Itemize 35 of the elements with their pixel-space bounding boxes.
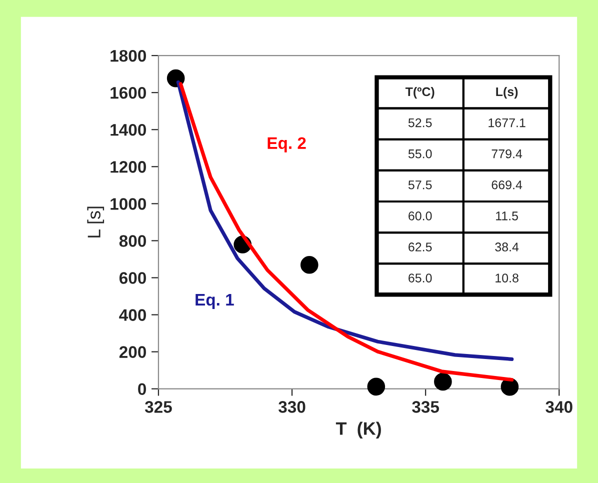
annotation: 10.8: [496, 274, 518, 282]
y-axis-title: L [s]: [87, 206, 104, 238]
x-tick-label: 335: [412, 401, 440, 413]
y-tick-label: 0: [138, 383, 146, 396]
y-tick-label: 1000: [110, 198, 146, 210]
x-tick-label: 330: [278, 401, 306, 413]
x-tick-label: 340: [546, 401, 572, 413]
text: Eq. 2: [268, 137, 306, 152]
annotation: 11.5: [496, 212, 518, 220]
y-tick-label: 400: [119, 309, 146, 321]
annotation: 55.0: [408, 149, 432, 158]
annotation: 60.0: [408, 212, 432, 220]
x-tick-label: 325: [144, 401, 172, 413]
y-tick-label: 1600: [110, 86, 146, 99]
annotation: 1677.1: [488, 118, 526, 128]
point: [367, 378, 386, 396]
y-tick-label: 1400: [110, 124, 146, 136]
y-tick-label: 1200: [110, 161, 146, 173]
annotation: 57.5: [408, 180, 432, 190]
annotation: 65.0: [408, 274, 432, 282]
x-axis-title: T (K): [336, 422, 381, 439]
annotation: 52.5: [408, 118, 432, 128]
y-tick-label: 1800: [110, 50, 146, 62]
point: [300, 256, 318, 274]
annotation: 62.5: [408, 242, 432, 252]
annotation: T(ºC): [405, 86, 434, 99]
y-tick-label: 600: [119, 272, 146, 284]
annotation: L(s): [496, 86, 518, 99]
point: [434, 372, 452, 391]
series-label: Eq. 1: [196, 294, 234, 309]
annotation: 779.4: [492, 149, 522, 158]
annotation: 38.4: [495, 242, 519, 252]
y-tick-label: 800: [119, 235, 146, 247]
annotation: 669.4: [492, 180, 522, 190]
y-tick-label: 200: [119, 346, 146, 358]
